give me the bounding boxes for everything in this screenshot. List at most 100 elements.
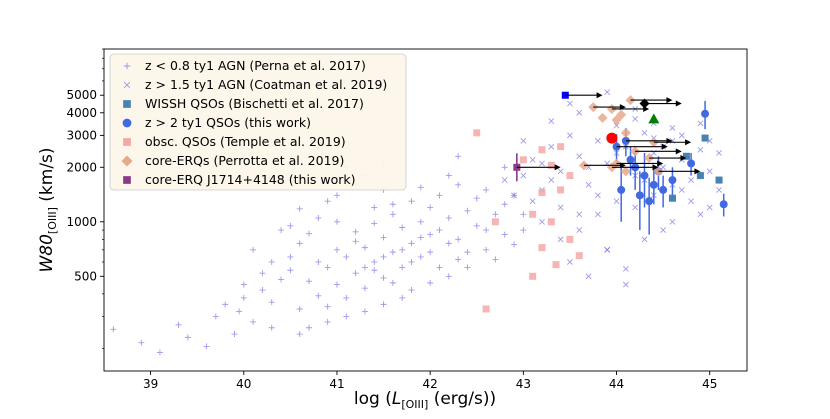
point-perna [417,218,424,225]
x-tick-label: 42 [423,377,438,391]
point-coatman [567,259,573,265]
point-coatman [613,122,620,129]
point-perna [483,227,490,234]
point-perna [361,244,368,251]
point-wissh [696,172,704,180]
point-temple [547,218,555,226]
point-perna [333,281,340,288]
limit-arrow-head [596,92,603,99]
limit-arrow-head [675,100,682,107]
point-perna [371,204,378,211]
point-perna [343,294,350,301]
point-qso_this_work [719,200,728,209]
point-perna [436,192,443,199]
point-temple [529,210,537,218]
point-coatman [660,227,667,234]
point-perna [110,326,117,333]
point-temple [538,146,546,154]
point-qso_this_work [635,191,644,200]
point-perna [380,253,387,260]
y-tick-label: 5000 [66,88,97,102]
point-perna [464,207,471,214]
point-coatman [613,198,620,205]
point-perna [483,186,490,193]
point-coatman [697,146,704,153]
point-perna [464,249,471,256]
point-perna [250,318,257,325]
point-coatman [576,109,583,116]
limit-arrow-head [694,168,701,175]
point-perna [333,192,340,199]
point-coatman [548,118,555,124]
point-perna [315,214,322,221]
point-perna [427,249,434,256]
point-perna [138,339,145,346]
x-tick-label: 43 [516,377,531,391]
point-coatman [688,198,695,205]
point-perna [306,278,313,285]
point-perna [389,201,396,208]
point-perna [436,227,443,234]
point-perna [287,253,294,260]
point-perna [417,184,424,191]
point-perna [408,258,415,265]
point-coatman [576,211,583,218]
point-temple [538,189,546,197]
legend-label-coatman: z > 1.5 ty1 AGN (Coatman et al. 2019) [145,77,387,92]
y-tick-label: 4000 [66,106,97,120]
point-perna [352,238,359,245]
point-wissh [682,152,690,160]
point-coatman [669,218,676,225]
y-tick-label: 2000 [66,160,97,174]
point-perrotta [620,166,631,177]
point-perna [156,349,163,356]
point-perna [380,234,387,241]
point-perna [473,195,480,202]
point-perna [333,246,340,253]
point-coatman [511,192,517,199]
point-perna [408,198,415,205]
point-coatman [520,172,527,179]
point-perna [389,279,396,286]
point-perna [352,270,359,277]
point-temple [482,305,490,313]
legend-marker-erq_this_work [123,176,131,184]
point-coatman [641,236,648,243]
point-perna [492,256,499,263]
point-perna [212,313,219,320]
point-special_green [648,113,660,124]
y-axis: 500 1000 2000 3000 4000 5000 [66,48,104,349]
point-perna [417,253,424,260]
point-perna [268,299,275,306]
point-perna [315,292,322,299]
point-coatman [548,143,555,150]
x-tick-label: 39 [143,377,158,391]
point-perna [455,236,462,243]
point-temple [547,161,555,169]
point-wissh [668,194,676,202]
y-tick-label: 500 [74,269,97,283]
x-tick-label: 45 [702,377,717,391]
arrows-layer [516,92,701,175]
point-coatman [567,100,573,107]
point-perna [455,256,462,263]
point-perna [371,267,378,274]
point-perna [492,211,499,218]
point-coatman [706,204,713,211]
x-tick-label: 44 [609,377,624,391]
point-perna [436,264,443,271]
point-perna [371,258,378,265]
point-wissh [715,176,723,184]
point-perna [380,274,387,281]
point-perna [296,240,303,247]
point-coatman [697,120,704,127]
y-tick-label: 3000 [66,128,97,142]
point-perrotta [597,112,608,123]
point-perna [343,313,350,320]
point-temple [529,272,537,280]
point-temple [491,218,499,226]
point-perna [501,231,508,238]
point-perna [324,264,331,271]
point-coatman [529,156,536,163]
